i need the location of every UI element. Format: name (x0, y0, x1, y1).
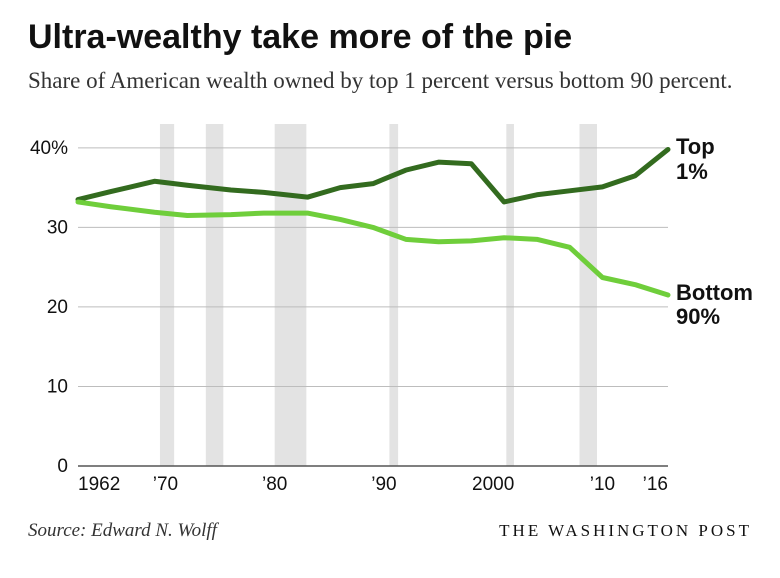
recession-band (275, 124, 307, 466)
x-axis-label: 2000 (472, 474, 514, 495)
recession-band (580, 124, 597, 466)
x-axis-label: ’70 (153, 474, 178, 495)
source-line: Source: Edward N. Wolff (28, 520, 217, 542)
series-label-line1: Top (676, 135, 715, 159)
chart-footer: Source: Edward N. Wolff THE WASHINGTON P… (28, 520, 752, 542)
chart-subtitle: Share of American wealth owned by top 1 … (28, 65, 752, 96)
source-text: Edward N. Wolff (91, 520, 217, 541)
chart-area: 0 10 20 30 40% 1962 ’70 ’80 ’90 2000 ’10 ’16 Top1% B… (28, 106, 752, 506)
y-axis-label: 30 (47, 217, 68, 238)
x-axis-label: ’90 (371, 474, 396, 495)
x-axis-label: ’80 (262, 474, 287, 495)
recession-band (506, 124, 514, 466)
y-axis-label: 10 (47, 377, 68, 398)
series-label-line1: Bottom (676, 281, 753, 305)
recession-band (206, 124, 223, 466)
x-axis-label: 1962 (78, 474, 120, 495)
y-axis-label: 20 (47, 297, 68, 318)
series-label-top1: Top1% (676, 135, 715, 183)
recession-band (160, 124, 174, 466)
x-axis-label: ’10 (590, 474, 615, 495)
series-label-bottom90: Bottom90% (676, 281, 753, 329)
y-axis-label: 40% (30, 138, 68, 159)
line-chart-svg: 0 10 20 30 40% 1962 ’70 ’80 ’90 2000 ’10 ’16 (28, 106, 752, 506)
x-axis-label: ’16 (643, 474, 668, 495)
series-label-line2: 1% (676, 160, 715, 184)
y-axis-label: 0 (57, 456, 68, 477)
series-label-line2: 90% (676, 305, 753, 329)
source-prefix: Source: (28, 520, 91, 541)
chart-title: Ultra-wealthy take more of the pie (28, 18, 752, 57)
publication-brand: THE WASHINGTON POST (499, 521, 752, 541)
